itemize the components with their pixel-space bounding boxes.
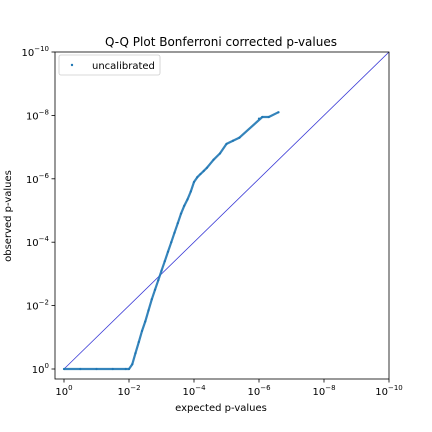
data-point <box>163 260 166 263</box>
data-point <box>225 142 228 146</box>
data-point <box>257 117 261 120</box>
legend-marker <box>70 63 74 67</box>
data-point <box>183 204 186 207</box>
data-point <box>124 367 127 371</box>
y-tick-label: 10−8 <box>26 108 49 122</box>
x-tick-label: 10−8 <box>312 384 335 398</box>
x-tick-label: 10−10 <box>375 384 403 398</box>
data-point <box>186 198 189 201</box>
x-tick-label: 10−2 <box>117 384 140 398</box>
data-point <box>205 166 209 169</box>
data-point <box>127 367 131 371</box>
data-point <box>218 152 222 155</box>
data-point <box>170 241 173 244</box>
y-tick-label: 10−10 <box>21 45 49 59</box>
plot-area: 100 10−2 10−4 10−6 10−8 10−10 100 10−2 10−4 10−6 1… <box>21 45 402 398</box>
data-point <box>160 269 163 272</box>
data-point <box>150 298 153 301</box>
legend-box <box>58 54 161 76</box>
x-tick-label: 100 <box>55 384 72 398</box>
data-point <box>62 367 66 371</box>
data-point <box>131 363 134 366</box>
data-point <box>111 367 114 371</box>
data-point <box>179 212 183 215</box>
y-tick-label: 100 <box>32 362 49 376</box>
data-point <box>196 176 199 179</box>
data-point <box>137 340 140 344</box>
data-point <box>134 352 137 355</box>
y-tick-label: 10−2 <box>26 299 49 313</box>
x-tick-label: 10−6 <box>247 384 271 398</box>
data-point <box>173 231 176 234</box>
data-point <box>176 222 179 225</box>
data-point <box>192 180 196 184</box>
data-point <box>238 136 241 139</box>
legend: uncalibrated <box>58 54 161 76</box>
data-point <box>140 329 144 333</box>
y-axis-label: observed p-values <box>3 170 14 262</box>
data-point <box>202 169 205 172</box>
data-point <box>95 367 98 371</box>
reference-diagonal-line <box>63 51 390 370</box>
legend-label: uncalibrated <box>92 61 155 72</box>
plot-frame <box>54 51 390 380</box>
y-tick-label: 10−4 <box>26 235 50 249</box>
data-point <box>147 309 150 312</box>
data-point <box>166 250 170 253</box>
data-point <box>153 288 157 291</box>
series-path-uncalibrated <box>64 111 279 371</box>
x-tick-label: 10−4 <box>182 384 206 398</box>
data-point <box>212 158 215 161</box>
data-point <box>199 172 202 176</box>
chart-title: Q-Q Plot Bonferroni corrected p-values <box>105 35 337 49</box>
x-axis-label: expected p-values <box>175 403 267 414</box>
data-point <box>144 320 147 323</box>
data-point <box>157 279 160 282</box>
data-point <box>277 111 280 114</box>
data-point <box>79 367 82 371</box>
data-point <box>261 115 264 119</box>
data-point <box>267 115 270 119</box>
y-tick-label: 10−6 <box>26 172 50 186</box>
data-point <box>231 139 235 142</box>
data-point <box>189 190 192 193</box>
